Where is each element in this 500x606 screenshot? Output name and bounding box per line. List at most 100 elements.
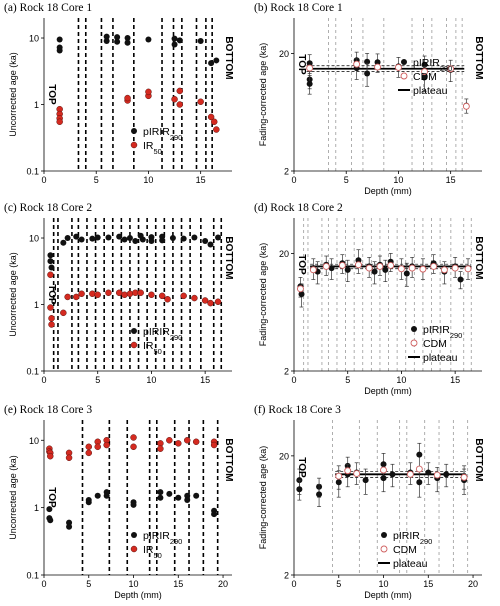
data-point bbox=[296, 486, 303, 493]
x-tick-label: 15 bbox=[173, 579, 183, 589]
series-pIRIR bbox=[46, 489, 218, 530]
series-pIRIR bbox=[297, 249, 472, 308]
data-point bbox=[298, 291, 305, 298]
data-point bbox=[210, 441, 218, 449]
data-point bbox=[380, 466, 387, 474]
legend-marker-IR50 bbox=[130, 341, 138, 349]
data-point bbox=[94, 443, 101, 451]
x-tick-label: 10 bbox=[129, 579, 139, 589]
data-point bbox=[191, 234, 198, 241]
series-CDM bbox=[306, 60, 470, 110]
y-axis-label: Fading-corrected age (ka) bbox=[258, 446, 268, 550]
data-point bbox=[316, 491, 323, 498]
legend-label: CDM bbox=[423, 338, 447, 350]
data-point bbox=[371, 268, 378, 275]
top-label: TOP bbox=[46, 487, 57, 508]
data-point bbox=[73, 233, 80, 240]
data-point bbox=[176, 101, 184, 108]
legend-marker-IR50 bbox=[130, 545, 138, 553]
data-point bbox=[114, 34, 121, 41]
legend-subscript: 290 bbox=[170, 537, 183, 546]
data-point bbox=[176, 87, 184, 95]
legend-label: plateau bbox=[423, 352, 458, 364]
legend-name: pIRIR bbox=[143, 326, 170, 338]
data-point bbox=[66, 523, 73, 530]
data-point bbox=[56, 47, 63, 54]
boundary-lines bbox=[332, 420, 469, 575]
top-label: TOP bbox=[46, 284, 57, 305]
legend-subscript: 50 bbox=[154, 347, 162, 356]
data-point bbox=[65, 454, 73, 462]
legend-name: IR bbox=[143, 544, 154, 556]
data-point bbox=[415, 465, 423, 473]
data-point bbox=[175, 440, 182, 447]
legend-marker-pIRIR bbox=[131, 328, 137, 334]
data-point bbox=[85, 449, 93, 457]
bottom-label: BOTTOM bbox=[473, 36, 484, 79]
x-tick-label: 5 bbox=[345, 375, 350, 385]
data-point bbox=[48, 315, 55, 322]
data-point bbox=[180, 292, 187, 300]
data-point bbox=[66, 519, 73, 526]
x-tick-label: 10 bbox=[379, 579, 389, 589]
data-point bbox=[148, 238, 155, 245]
legend-name: plateau bbox=[413, 85, 448, 97]
data-point bbox=[72, 293, 80, 301]
plateau bbox=[306, 65, 465, 72]
data-point bbox=[103, 38, 110, 45]
axes: 2 20 0 5 10 15 20 bbox=[279, 420, 482, 589]
data-point bbox=[126, 235, 133, 242]
data-point bbox=[380, 475, 387, 482]
chart-panel-a: (a) Rock 18 Core 1 0.1 1 10 0 5 10 15 Uncorrect… bbox=[4, 2, 244, 198]
data-point bbox=[202, 238, 209, 245]
data-point bbox=[171, 95, 178, 103]
data-point bbox=[164, 295, 171, 303]
data-point bbox=[197, 38, 204, 45]
boundary-lines bbox=[52, 218, 223, 371]
data-point bbox=[433, 471, 441, 479]
data-point bbox=[335, 472, 343, 480]
data-point bbox=[184, 496, 191, 503]
data-point bbox=[47, 452, 54, 460]
data-point bbox=[207, 299, 214, 307]
legend-name: pIRIR bbox=[393, 530, 420, 542]
x-tick-label: 0 bbox=[41, 375, 46, 385]
data-point bbox=[403, 270, 410, 277]
legend-label: plateau bbox=[393, 558, 428, 570]
series-IR50 bbox=[46, 434, 218, 462]
chart-title-e: (e) Rock 18 Core 3 bbox=[4, 404, 93, 416]
data-point bbox=[376, 262, 384, 270]
data-point bbox=[419, 265, 427, 273]
data-point bbox=[421, 68, 429, 76]
y-tick-label: 0.1 bbox=[26, 367, 39, 377]
data-point bbox=[157, 445, 164, 452]
data-point bbox=[344, 266, 351, 273]
legend-marker-pIRIR bbox=[131, 128, 137, 134]
data-point bbox=[47, 252, 54, 259]
series-IR50 bbox=[47, 271, 222, 328]
data-point bbox=[210, 118, 218, 126]
chart-svg-b: 2 20 0 5 10 15 Fading-corrected age (ka) Depth … bbox=[258, 18, 484, 196]
data-point bbox=[306, 64, 314, 72]
top-label: TOP bbox=[46, 84, 57, 105]
series-CDM bbox=[296, 261, 472, 293]
data-point bbox=[416, 479, 423, 486]
legend-marker-pIRIR bbox=[381, 532, 387, 538]
data-point bbox=[374, 59, 381, 66]
data-point bbox=[132, 238, 139, 245]
data-point bbox=[416, 451, 423, 458]
data-point bbox=[180, 235, 187, 242]
data-point bbox=[425, 469, 432, 476]
data-point bbox=[94, 234, 101, 241]
y-axis-label: Uncorrected age (ka) bbox=[8, 455, 18, 540]
x-axis-label: Depth (mm) bbox=[364, 186, 412, 196]
data-point bbox=[64, 235, 71, 242]
chart-panel-f: (f) Rock 18 Core 3 2 20 0 5 10 15 20 Fading-cor… bbox=[254, 404, 494, 602]
data-point bbox=[94, 291, 101, 299]
legend-label: CDM bbox=[393, 544, 417, 556]
data-point bbox=[387, 261, 395, 269]
axes: 0.1 1 10 0 5 10 15 bbox=[26, 218, 232, 385]
x-axis-label: Depth (mm) bbox=[364, 590, 412, 600]
y-tick-label: 10 bbox=[29, 34, 39, 44]
